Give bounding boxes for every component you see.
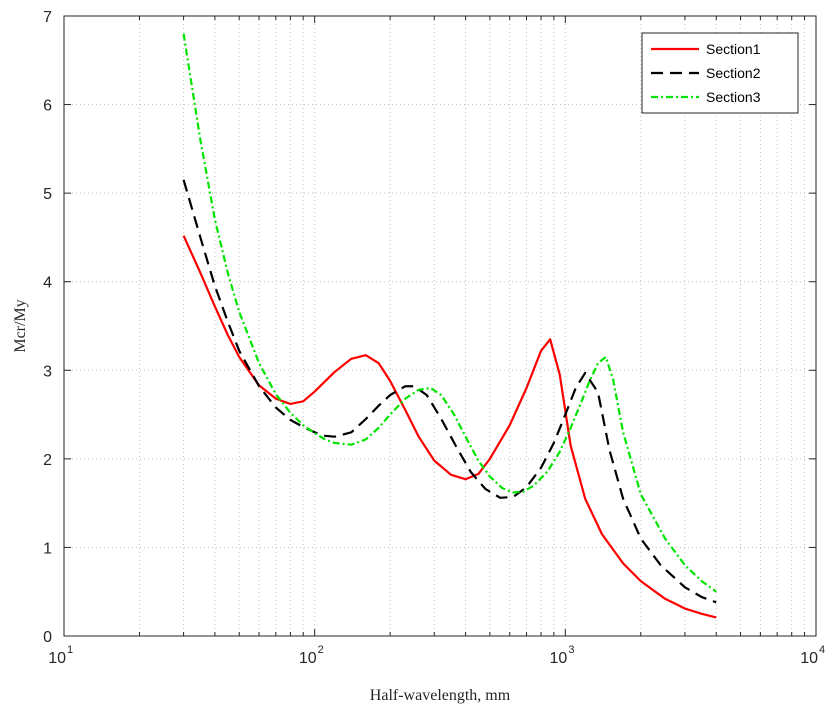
x-tick-label-base: 10 — [550, 650, 568, 667]
y-tick-label: 0 — [43, 629, 52, 646]
x-tick-label-exponent: 1 — [67, 644, 73, 656]
x-tick-label: 10 1 — [48, 644, 73, 667]
x-tick-label: 10 4 — [800, 644, 825, 667]
legend: Section1 Section2 Section3 — [641, 32, 799, 114]
x-tick-label-exponent: 2 — [318, 644, 324, 656]
axes-box — [63, 15, 817, 637]
x-tick-label-base: 10 — [800, 650, 818, 667]
x-axis-label: Half-wavelength, mm — [370, 687, 511, 704]
y-tick-label: 4 — [43, 275, 52, 292]
y-tick-label: 5 — [43, 186, 52, 203]
legend-label: Section3 — [706, 89, 761, 105]
y-tick-label: 2 — [43, 452, 52, 469]
series-line-section3 — [182, 33, 717, 593]
legend-label: Section1 — [706, 41, 761, 57]
x-tick-label-exponent: 3 — [568, 644, 574, 656]
x-tick-label-exponent: 4 — [819, 644, 825, 656]
legend-label: Section2 — [706, 65, 761, 81]
y-tick-label: 7 — [43, 9, 52, 26]
y-axis-label: Mcr/My — [12, 299, 29, 352]
plot-area — [64, 16, 816, 636]
grid-lines — [64, 16, 816, 636]
x-tick-label: 10 2 — [299, 644, 324, 667]
y-tick-label: 1 — [43, 540, 52, 557]
series-line-section1 — [182, 235, 717, 619]
series-lines — [182, 33, 717, 619]
x-tick-label: 10 3 — [550, 644, 575, 667]
y-tick-label: 6 — [43, 98, 52, 115]
y-tick-label: 3 — [43, 363, 52, 380]
x-tick-label-base: 10 — [299, 650, 317, 667]
legend-box — [641, 32, 799, 114]
axes — [63, 15, 817, 637]
series-line-section2 — [182, 179, 717, 604]
x-tick-label-base: 10 — [48, 650, 66, 667]
